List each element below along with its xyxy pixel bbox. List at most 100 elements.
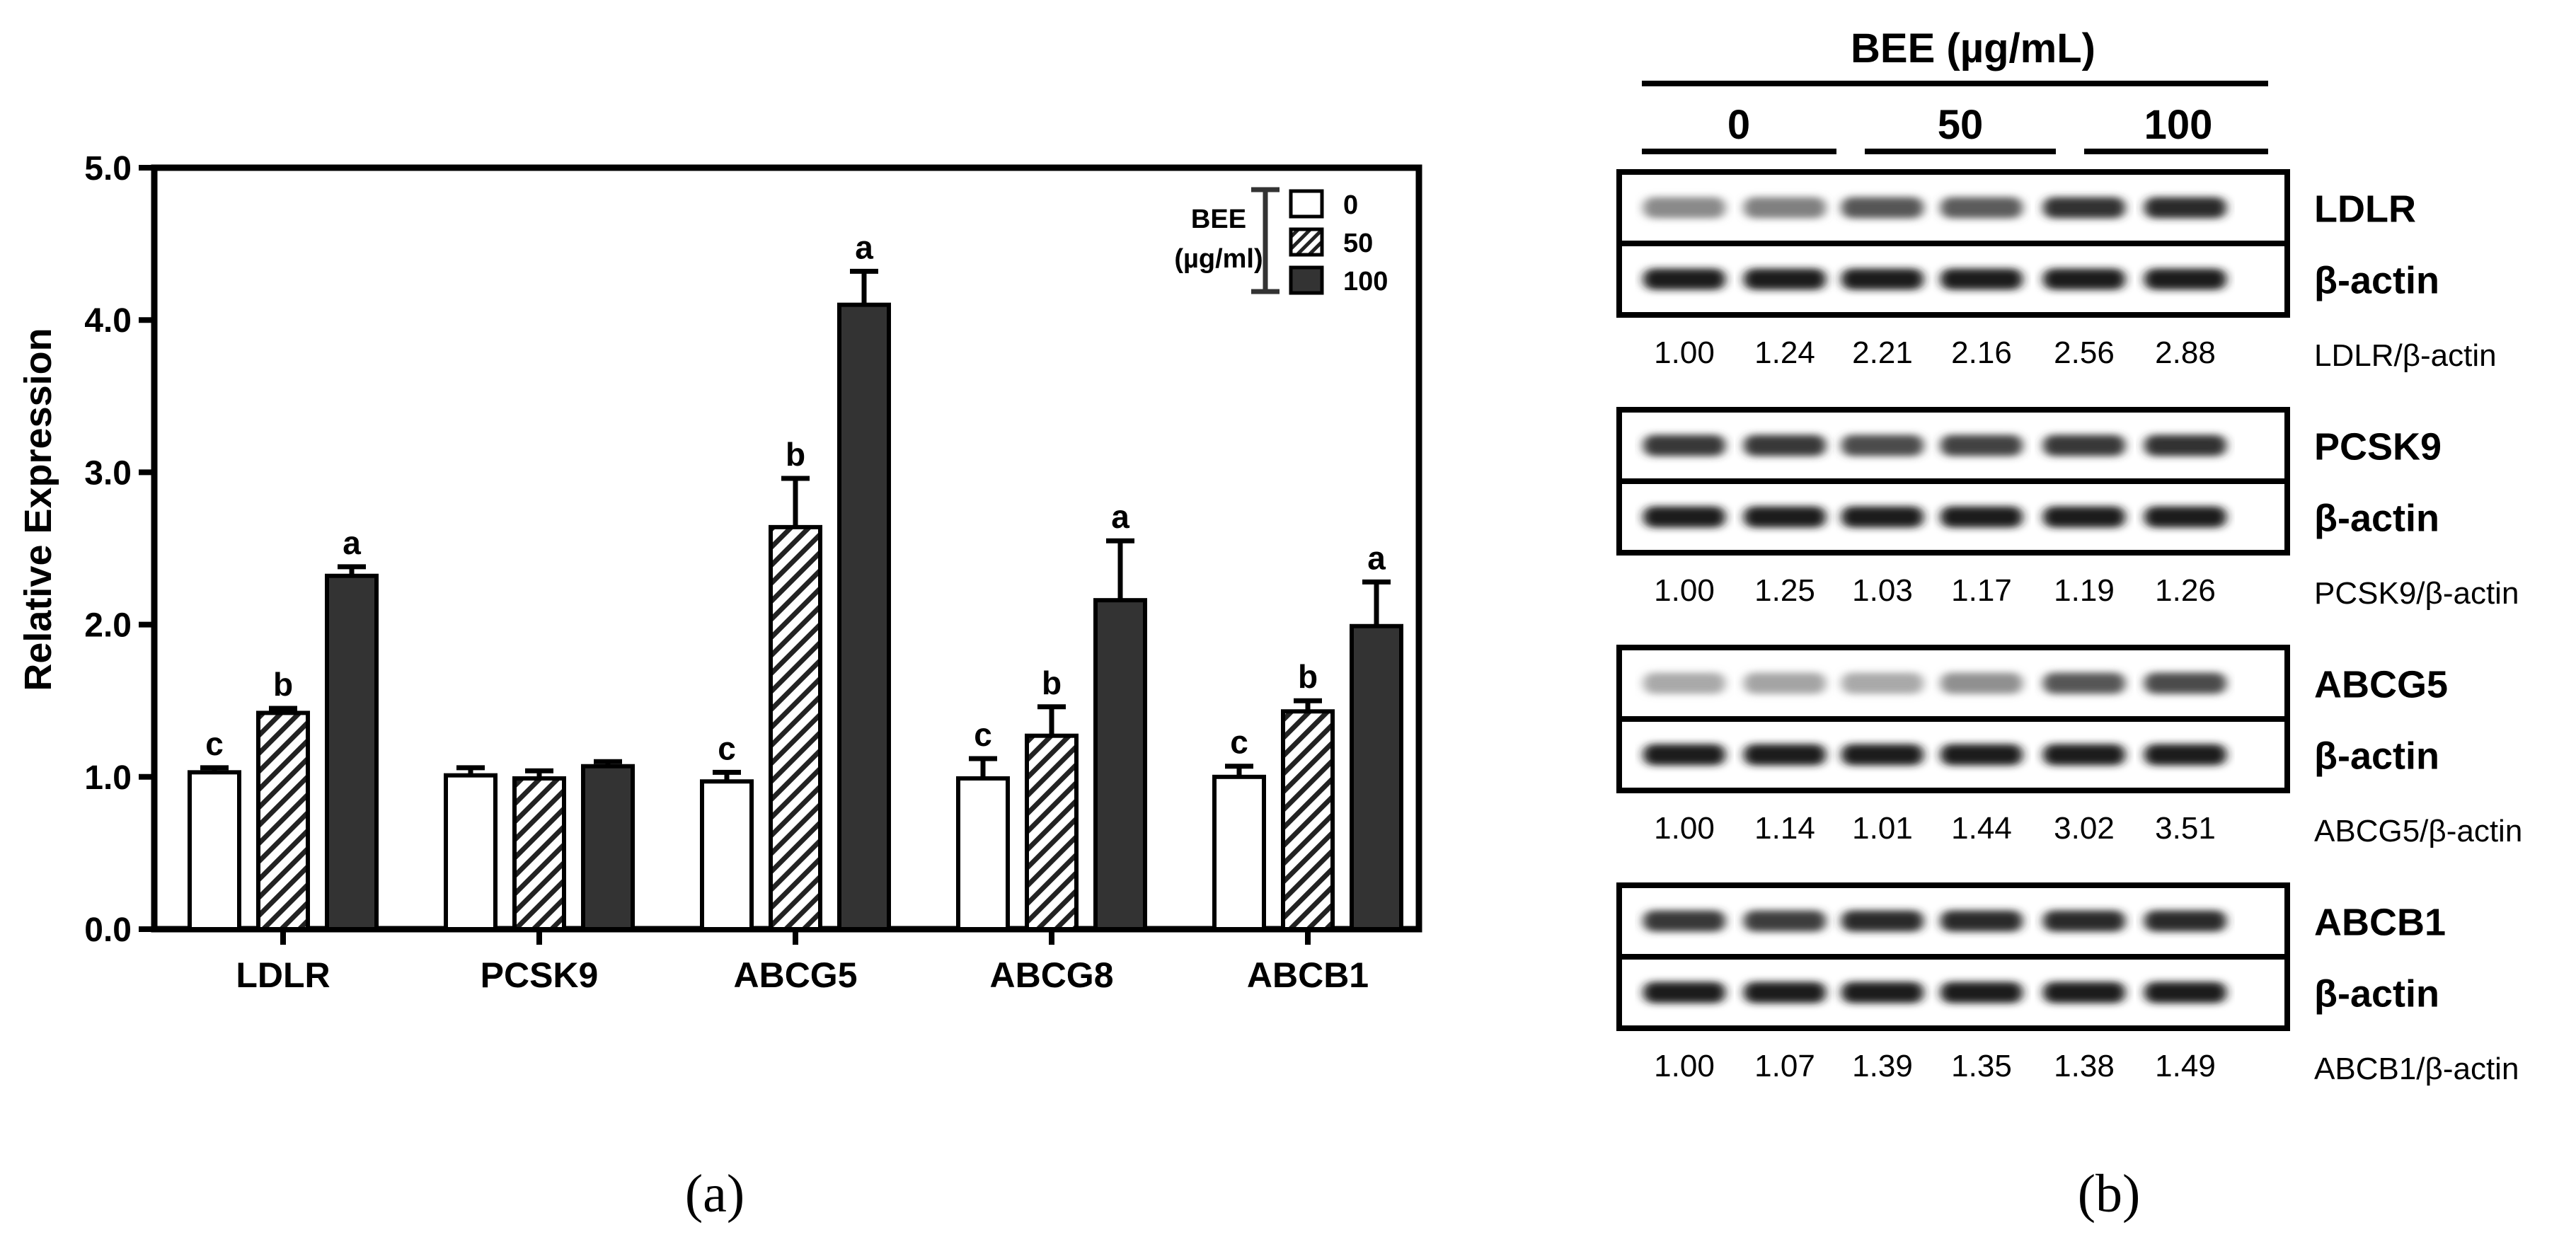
protein-band: [2144, 910, 2226, 932]
bar: [1093, 598, 1147, 932]
y-tick-label: 3.0: [84, 454, 132, 492]
protein-label: ABCG5: [2314, 664, 2448, 706]
blot-abcg5: ABCG5 β-actin 1.00 1.14 1.01 1.44 3.02 3.51 ABCG…: [1616, 645, 2522, 848]
bar: [581, 764, 635, 931]
protein-band: [1744, 672, 1826, 694]
protein-band: [2043, 910, 2125, 932]
actin-band: [1744, 744, 1826, 766]
legend-title-line1: BEE: [1191, 205, 1246, 234]
blot-abcb1: ABCB1 β-actin 1.00 1.07 1.39 1.35 1.38 1.49 ABCB…: [1616, 882, 2519, 1086]
significance-letter: b: [273, 666, 293, 703]
x-tick-label: ABCB1: [1247, 955, 1369, 995]
bar: [1350, 623, 1403, 931]
bar: [1212, 774, 1266, 932]
actin-band: [2144, 744, 2226, 766]
protein-band: [1841, 910, 1924, 932]
protein-band: [1744, 197, 1826, 219]
protein-band: [2144, 672, 2226, 694]
ratio-value: 1.03: [1852, 573, 1913, 608]
ratio-value: 1.07: [1754, 1049, 1815, 1083]
actin-band: [2043, 268, 2125, 290]
bar: [700, 779, 754, 931]
actin-band: [1841, 268, 1924, 290]
protein-band: [1643, 672, 1725, 694]
legend: BEE (µg/ml) 0 50 100: [1174, 187, 1388, 297]
dose-group-0: 0: [1642, 102, 1836, 154]
ratio-value: 1.19: [2054, 573, 2115, 608]
actin-band: [2144, 982, 2226, 1003]
protein-band: [1643, 435, 1725, 456]
protein-band: [1940, 672, 2023, 694]
ratio-label: LDLR/β-actin: [2314, 338, 2497, 373]
bar: [325, 573, 379, 932]
actin-band: [1643, 744, 1725, 766]
dose-group-label: 50: [1938, 102, 1984, 148]
bar: [1025, 733, 1079, 932]
significance-letter: b: [786, 436, 805, 473]
x-tick-label: ABCG5: [733, 955, 857, 995]
dose-group-100: 100: [2084, 102, 2268, 154]
y-tick-label: 0.0: [84, 911, 132, 949]
legend-entry-0: 0: [1343, 190, 1358, 220]
protein-band: [1841, 435, 1924, 456]
bar: [956, 776, 1010, 932]
protein-band: [2043, 672, 2125, 694]
ratio-value: 1.38: [2054, 1049, 2115, 1083]
actin-band: [1643, 506, 1725, 528]
protein-band: [2144, 435, 2226, 456]
bar: [444, 773, 498, 931]
bar: [1281, 709, 1335, 931]
x-tick-label: ABCG8: [989, 955, 1113, 995]
bar: [512, 776, 566, 932]
y-tick-label: 5.0: [84, 150, 132, 188]
x-tick-label: LDLR: [236, 955, 330, 995]
protein-label: PCSK9: [2314, 426, 2442, 468]
significance-letter: c: [205, 725, 224, 762]
bar: [188, 770, 241, 931]
ratio-value: 1.00: [1654, 573, 1715, 608]
actin-band: [1940, 982, 2023, 1003]
protein-band: [2043, 435, 2125, 456]
ratio-value: 1.00: [1654, 1049, 1715, 1083]
legend-entry-100: 100: [1343, 267, 1388, 297]
y-tick-label: 2.0: [84, 607, 132, 645]
ratio-value: 1.17: [1951, 573, 2012, 608]
ratio-value: 1.00: [1654, 335, 1715, 370]
ratio-label: ABCB1/β-actin: [2314, 1052, 2519, 1086]
protein-band: [2144, 197, 2226, 219]
protein-band: [1643, 197, 1725, 219]
actin-band: [2144, 268, 2226, 290]
protein-band: [1940, 435, 2023, 456]
panel-label-b: (b): [2078, 1164, 2141, 1224]
ratio-value: 1.35: [1951, 1049, 2012, 1083]
ratio-value: 1.01: [1852, 811, 1913, 846]
actin-band: [1643, 268, 1725, 290]
actin-band: [1940, 268, 2023, 290]
legend-bracket: [1251, 187, 1280, 294]
bar-chart-panel: 0.0 1.0 2.0 3.0 4.0 5.0 LDLR c b a PCSK9 ABCG5 c b a AB…: [17, 150, 1422, 1224]
control-label: β-actin: [2314, 973, 2439, 1016]
protein-band: [1841, 197, 1924, 219]
ratio-value: 2.56: [2054, 335, 2115, 370]
significance-letter: a: [343, 524, 361, 561]
actin-band: [1744, 506, 1826, 528]
ratio-label: PCSK9/β-actin: [2314, 576, 2519, 611]
blot-stack: LDLR β-actin 1.00 1.24 2.21 2.16 2.56 2.88 LDLR/…: [1616, 169, 2522, 1086]
legend-swatch-0: [1289, 189, 1324, 219]
legend-title-line2: (µg/ml): [1174, 244, 1263, 274]
bar: [837, 302, 891, 931]
blot-ldlr: LDLR β-actin 1.00 1.24 2.21 2.16 2.56 2.88 LDLR/…: [1616, 169, 2497, 373]
actin-band: [2043, 506, 2125, 528]
dose-group-50: 50: [1865, 102, 2056, 154]
legend-entry-50: 50: [1343, 229, 1373, 258]
legend-swatch-50: [1289, 227, 1324, 257]
actin-band: [2144, 506, 2226, 528]
ratio-value: 1.24: [1754, 335, 1815, 370]
actin-band: [1841, 506, 1924, 528]
ratio-label: ABCG5/β-actin: [2314, 814, 2522, 848]
ratio-value: 1.25: [1754, 573, 1815, 608]
significance-letter: c: [718, 730, 736, 766]
actin-band: [1940, 744, 2023, 766]
significance-letter: b: [1298, 658, 1318, 695]
blot-title: BEE (µg/mL): [1851, 25, 2095, 71]
